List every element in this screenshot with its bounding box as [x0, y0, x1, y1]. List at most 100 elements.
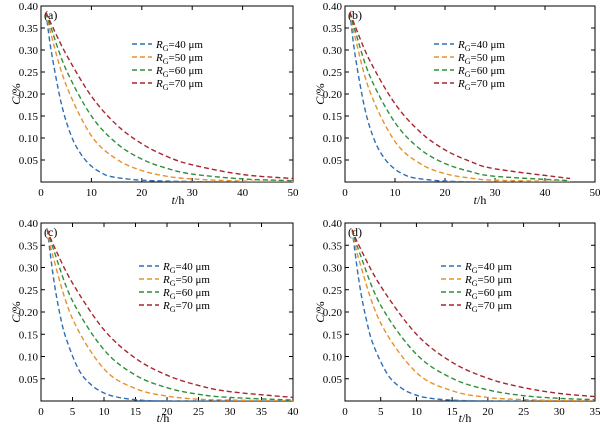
series-line-1 — [45, 12, 293, 182]
y-axis-label: C/% — [9, 301, 23, 322]
y-tick-label: 0.35 — [323, 23, 343, 35]
plot-frame — [40, 5, 294, 183]
x-tick-label: 50 — [288, 187, 300, 199]
series-line-1 — [46, 229, 293, 401]
y-tick-label: 0.10 — [323, 133, 343, 145]
legend-entry: RG=60 μm — [155, 65, 203, 79]
chart-panel-a: 0 10 20 30 40 50 0.05 0.10 0.15 0.20 0.25 0.30 0.35 0… — [9, 1, 299, 207]
x-tick-label: 10 — [86, 187, 98, 199]
y-tick-label: 0.05 — [19, 374, 39, 386]
y-tick-label: 0.20 — [19, 307, 39, 319]
series-line-3 — [351, 229, 595, 401]
series-line-3 — [45, 12, 293, 182]
y-tick-label: 0.15 — [19, 329, 39, 341]
x-tick-label: 10 — [390, 187, 402, 199]
x-tick-label: 40 — [288, 406, 300, 418]
x-tick-label: 30 — [225, 406, 237, 418]
legend-entry: RG=50 μm — [155, 52, 203, 66]
legend-entry: RG=50 μm — [457, 52, 505, 66]
x-tick-label: 50 — [590, 187, 600, 199]
y-tick-label: 0.30 — [19, 45, 39, 57]
y-tick-label: 0.30 — [323, 45, 343, 57]
x-tick-label: 40 — [540, 187, 552, 199]
series-line-4 — [351, 229, 595, 398]
series-line-2 — [46, 229, 293, 401]
legend-entry: RG=60 μm — [464, 287, 512, 301]
x-tick-label: 35 — [256, 406, 268, 418]
y-tick-label: 0.25 — [323, 285, 343, 297]
y-tick-label: 0.15 — [323, 329, 343, 341]
x-tick-label: 0 — [38, 187, 44, 199]
series-line-2 — [349, 12, 571, 182]
x-tick-label: 15 — [130, 406, 142, 418]
x-tick-label: 30 — [554, 406, 566, 418]
x-tick-label: 25 — [193, 406, 205, 418]
legend-entry: RG=60 μm — [162, 287, 210, 301]
y-tick-label: 0.10 — [19, 133, 39, 145]
x-tick-label: 0 — [38, 406, 44, 418]
x-tick-label: 20 — [440, 187, 452, 199]
series-line-4 — [45, 12, 293, 180]
x-axis-label: t/h — [459, 411, 472, 425]
x-tick-label: 10 — [99, 406, 111, 418]
plot-frame — [344, 222, 596, 402]
y-tick-label: 0.10 — [19, 352, 39, 364]
panel-label: (b) — [348, 8, 362, 22]
legend-entry: RG=40 μm — [155, 39, 203, 53]
y-tick-label: 0.05 — [323, 155, 343, 167]
y-axis-label: C/% — [9, 83, 23, 104]
y-tick-label: 0.05 — [323, 374, 343, 386]
y-tick-label: 0.25 — [323, 67, 343, 79]
legend-entry: RG=50 μm — [464, 274, 512, 288]
chart-panel-c: 0 5 10 15 20 25 30 35 40 0.05 0.10 0.15 0.20 0.25 0.30… — [9, 218, 299, 425]
panel-label: (d) — [348, 225, 362, 239]
y-tick-label: 0.30 — [323, 263, 343, 275]
y-tick-label: 0.20 — [19, 89, 39, 101]
x-tick-label: 25 — [518, 406, 530, 418]
y-tick-label: 0.35 — [19, 240, 39, 252]
series-line-3 — [349, 12, 571, 182]
legend-entry: RG=40 μm — [162, 261, 210, 275]
y-tick-label: 0.30 — [19, 263, 39, 275]
legend-entry: RG=40 μm — [464, 261, 512, 275]
y-tick-label: 0.05 — [19, 155, 39, 167]
y-tick-label: 0.40 — [19, 1, 39, 13]
chart-panel-b: 0 10 20 30 40 50 0.05 0.10 0.15 0.20 0.25 0.30 0.35 0… — [313, 1, 600, 207]
y-tick-label: 0.15 — [19, 111, 39, 123]
y-axis-label: C/% — [313, 301, 327, 322]
legend-entry: RG=70 μm — [162, 300, 210, 314]
series-line-1 — [351, 229, 595, 401]
x-tick-label: 40 — [237, 187, 249, 199]
y-tick-label: 0.35 — [323, 240, 343, 252]
x-tick-label: 20 — [162, 406, 174, 418]
panel-label: (a) — [44, 8, 57, 22]
chart-panel-d: 0 5 10 15 20 25 30 35 0.05 0.10 0.15 0.20 0.25 0.30 0.… — [313, 218, 600, 425]
x-tick-label: 35 — [590, 406, 600, 418]
series-line-2 — [45, 12, 293, 182]
y-tick-label: 0.25 — [19, 285, 39, 297]
series-line-4 — [46, 229, 293, 399]
x-axis-label: t/h — [157, 411, 170, 425]
x-tick-label: 5 — [378, 406, 384, 418]
y-tick-label: 0.20 — [323, 89, 343, 101]
panel-label: (c) — [44, 225, 57, 239]
legend-entry: RG=50 μm — [162, 274, 210, 288]
x-tick-label: 20 — [136, 187, 148, 199]
x-tick-label: 30 — [187, 187, 199, 199]
y-tick-label: 0.40 — [323, 218, 343, 230]
x-tick-label: 10 — [411, 406, 423, 418]
legend-entry: RG=70 μm — [155, 78, 203, 92]
x-tick-label: 0 — [342, 406, 348, 418]
series-line-3 — [46, 229, 293, 401]
series-line-1 — [349, 12, 570, 182]
y-tick-label: 0.15 — [323, 111, 343, 123]
legend-entry: RG=40 μm — [457, 39, 505, 53]
series-line-2 — [351, 229, 595, 401]
y-tick-label: 0.35 — [19, 23, 39, 35]
y-axis-label: C/% — [313, 83, 327, 104]
y-tick-label: 0.40 — [323, 1, 343, 13]
